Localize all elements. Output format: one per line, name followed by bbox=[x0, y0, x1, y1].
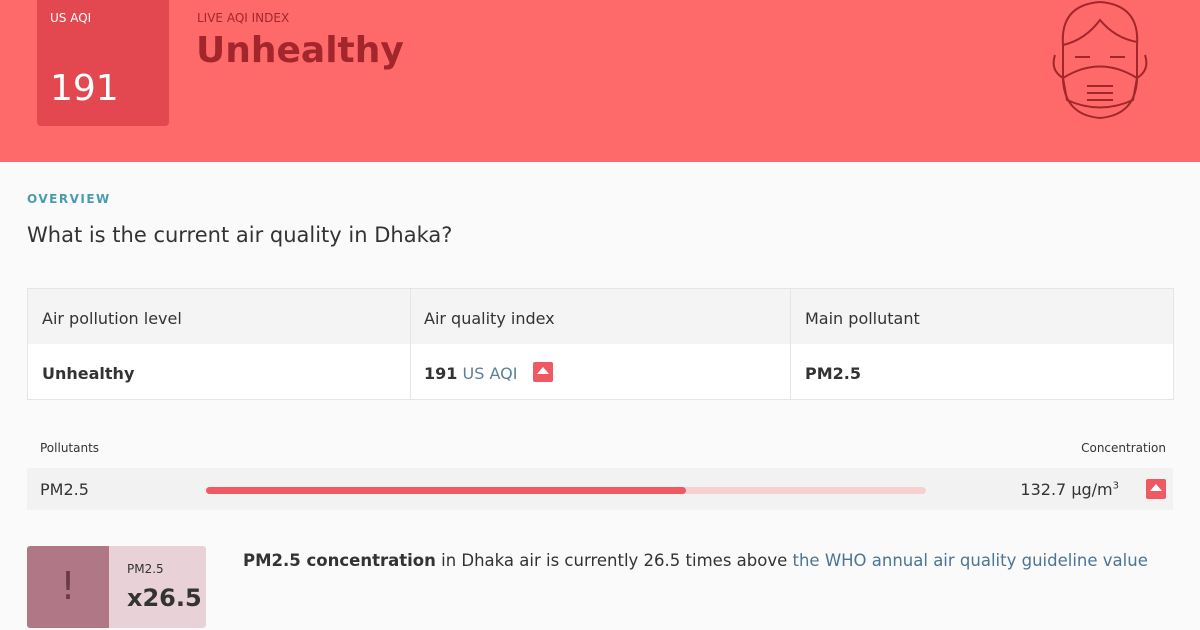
callout-text: in Dhaka air is currently 26.5 times abo… bbox=[435, 551, 793, 570]
pollutant-name: PM2.5 bbox=[40, 480, 89, 499]
aqi-box: US AQI 191 bbox=[37, 0, 169, 126]
callout-value-box: PM2.5 x26.5 bbox=[109, 546, 206, 628]
face-icon bbox=[1052, 0, 1148, 120]
aqi-label: US AQI bbox=[50, 11, 92, 25]
status: Unhealthy bbox=[196, 30, 404, 71]
who-link[interactable]: the WHO annual air quality guideline val… bbox=[792, 551, 1148, 570]
callout-multiplier: x26.5 bbox=[127, 584, 202, 612]
header-cell: Air pollution level bbox=[42, 309, 182, 328]
concentration-track bbox=[206, 487, 926, 494]
trend-up-icon bbox=[1146, 479, 1166, 499]
level-cell: Unhealthy bbox=[42, 364, 135, 383]
header-cell: Air quality index bbox=[424, 309, 555, 328]
aqi-value: 191 bbox=[50, 68, 119, 109]
unit-superscript: 3 bbox=[1112, 480, 1119, 492]
overview-question: What is the current air quality in Dhaka… bbox=[27, 223, 453, 247]
pollutant-cell: PM2.5 bbox=[805, 364, 861, 383]
aqi-number: 191 bbox=[424, 364, 458, 383]
callout-bold: PM2.5 concentration bbox=[243, 551, 436, 570]
index-label: LIVE AQI INDEX bbox=[197, 11, 290, 25]
trend-up-icon bbox=[533, 362, 553, 382]
pollutant-row: PM2.5 132.7 µg/m3 bbox=[27, 468, 1173, 510]
pollutants-header: Pollutants bbox=[40, 441, 100, 455]
overview-label: OVERVIEW bbox=[27, 192, 111, 206]
divider bbox=[790, 289, 791, 399]
concentration-fill bbox=[206, 487, 686, 494]
concentration-value: 132.7 µg/m3 bbox=[1020, 480, 1119, 499]
concentration-text: 132.7 µg/m bbox=[1020, 480, 1113, 499]
concentration-header: Concentration bbox=[1081, 441, 1166, 455]
divider bbox=[410, 289, 411, 399]
header: US AQI 191 LIVE AQI INDEX Unhealthy bbox=[0, 0, 1200, 162]
callout-icon: ! bbox=[60, 564, 76, 608]
callout-pollutant: PM2.5 bbox=[127, 562, 164, 576]
header-cell: Main pollutant bbox=[805, 309, 920, 328]
aqi-unit[interactable]: US AQI bbox=[462, 364, 518, 383]
aqi-cell: 191 US AQI bbox=[424, 364, 517, 383]
callout-icon-box: ! bbox=[27, 546, 109, 628]
table-header bbox=[28, 289, 1173, 344]
callout-sentence: PM2.5 concentration in Dhaka air is curr… bbox=[243, 551, 1148, 570]
overview-table: Air pollution level Air quality index Ma… bbox=[27, 288, 1174, 400]
